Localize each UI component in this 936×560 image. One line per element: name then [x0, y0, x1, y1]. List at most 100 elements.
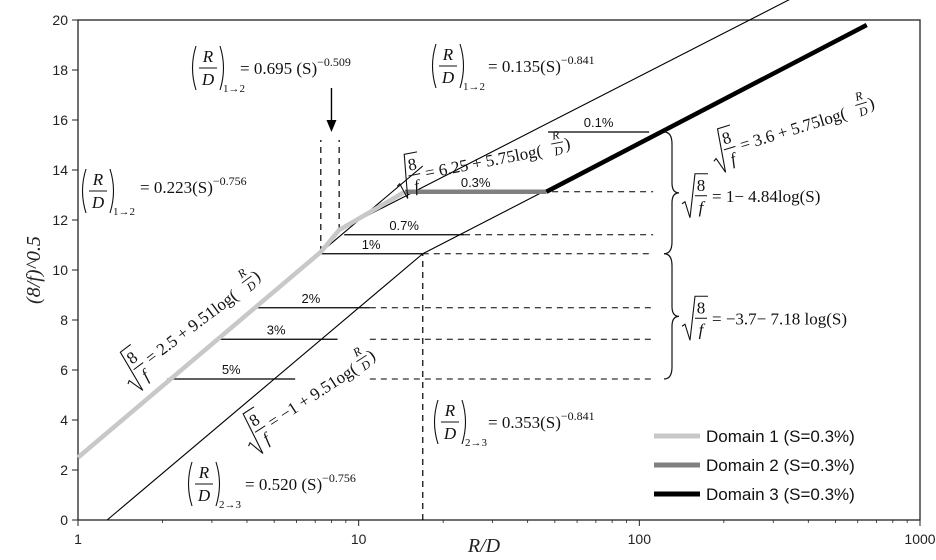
frac-numerator: R	[198, 463, 210, 482]
frac-denominator: D	[856, 103, 870, 119]
sqrt-denominator: f	[138, 365, 155, 384]
rd-1-2-eq-b: = 0.135(S)−0.841	[488, 53, 595, 76]
eq-transition-line: 8f= −1 + 9.51og(RD)	[242, 344, 379, 454]
slope-level-label: 3%	[267, 322, 286, 337]
series-line-domain-3	[545, 23, 868, 194]
eq-lower-bracket-text: = −3.7− 7.18 log(S)	[712, 309, 847, 328]
frac-subscript: 1→2	[223, 83, 245, 95]
sqrt-numerator: 8	[123, 348, 141, 368]
eq-upper-bracket-sqrt: 8 f = 1− 4.84log(S)	[681, 173, 820, 218]
x-tick-label: 10	[351, 531, 367, 547]
sqrt-denominator: f	[412, 176, 422, 196]
axis-ticks: 1 10 100 1000 0 2 4 6 8 10 12 14 16 18 20	[52, 12, 935, 547]
frac-subscript: 1→2	[463, 81, 485, 93]
sqrt-numerator: 8	[697, 298, 706, 317]
frac-denominator: D	[552, 143, 564, 159]
rd-1-2-label-a: RD 1→2	[191, 45, 245, 95]
frac-bar	[241, 275, 252, 284]
y-tick-label: 0	[60, 512, 68, 528]
sqrt-radical	[681, 173, 708, 218]
sqrt-radical	[119, 343, 144, 391]
close-paren: )	[563, 134, 572, 154]
legend-label-domain-1: Domain 1 (S=0.3%)	[706, 427, 855, 446]
rd-2-3-label-a: RD 2→3	[433, 399, 488, 449]
rd-2-3-eq-b: = 0.520 (S)−0.756	[245, 471, 356, 494]
x-tick-label: 100	[628, 531, 652, 547]
paren-left	[187, 461, 193, 507]
paren-right	[219, 45, 225, 91]
y-tick-label: 20	[52, 12, 68, 28]
sqrt-bar	[408, 173, 421, 177]
sqrt-radical	[681, 295, 708, 341]
eq-rough-line: 8f= 2.5 + 9.51log(RD)	[119, 265, 264, 391]
x-tick-label: 1	[74, 531, 82, 547]
slope-level-label: 0.3%	[461, 175, 491, 190]
sqrt-denominator: f	[259, 428, 275, 448]
sqrt-numerator: 8	[697, 176, 706, 195]
frac-subscript: 1→2	[113, 206, 135, 218]
paren-left	[81, 168, 87, 214]
frac-numerator: R	[550, 127, 562, 142]
y-tick-label: 6	[60, 362, 68, 378]
frac-bar	[855, 101, 867, 106]
rd-2-3-label-b: RD 2→3	[187, 461, 242, 511]
y-tick-label: 10	[52, 262, 68, 278]
paren-left	[431, 43, 437, 89]
sqrt-radical	[242, 406, 264, 454]
frac-bar	[551, 141, 564, 145]
frac-subscript: 2→3	[465, 437, 488, 449]
rd-1-2-eq-c: = 0.223(S)−0.756	[140, 174, 247, 197]
sqrt-numerator: 8	[406, 154, 418, 174]
rd-1-2-label-c: RD 1→2	[81, 168, 135, 218]
y-tick-label: 18	[52, 62, 68, 78]
sqrt-bar	[723, 145, 736, 151]
close-paren: )	[866, 93, 877, 113]
legend: Domain 1 (S=0.3%) Domain 2 (S=0.3%) Domain…	[654, 427, 855, 504]
eq-upper-bracket-text: = 1− 4.84log(S)	[712, 187, 820, 206]
frac-denominator: D	[443, 424, 457, 443]
frac-numerator: R	[442, 45, 454, 64]
reference-line-transition	[106, 253, 424, 521]
y-tick-label: 16	[52, 112, 68, 128]
slope-level-label: 1%	[362, 237, 381, 252]
frac-denominator: D	[197, 486, 211, 505]
slant-frac: RD)	[852, 88, 877, 120]
slope-level-label: 0.7%	[389, 218, 419, 233]
chart-marks	[76, 0, 868, 521]
x-axis-label: R/D	[467, 535, 501, 557]
y-tick-label: 8	[60, 312, 68, 328]
paren-left	[433, 399, 439, 445]
sqrt-denominator: f	[699, 198, 706, 217]
eq-lower-bracket-sqrt: 8 f = −3.7− 7.18 log(S)	[681, 295, 847, 341]
slope-level-label: 2%	[302, 291, 321, 306]
slant-frac: RD)	[234, 265, 264, 295]
slant-frac: RD)	[550, 127, 572, 159]
frac-numerator: R	[444, 401, 456, 420]
y-tick-label: 2	[60, 462, 68, 478]
frac-numerator: R	[202, 47, 214, 66]
paren-right	[109, 168, 115, 214]
frac-bar	[356, 354, 367, 363]
frac-denominator: D	[201, 70, 215, 89]
legend-label-domain-2: Domain 2 (S=0.3%)	[706, 456, 855, 475]
slope-level-label: 0.1%	[584, 115, 614, 130]
paren-right	[215, 461, 221, 507]
legend-label-domain-3: Domain 3 (S=0.3%)	[706, 485, 855, 504]
rd-1-2-label-b: RD 1→2	[431, 43, 485, 93]
series-line-domain-1-segment	[319, 189, 407, 254]
frac-denominator: D	[91, 193, 105, 212]
reference-line-smooth-upper	[338, 0, 790, 231]
slant-eq-text: = −1 + 9.51og(	[264, 360, 361, 432]
brace-upper	[663, 131, 680, 255]
brace-lower	[663, 253, 680, 380]
sqrt-radical	[713, 124, 731, 173]
sqrt-bar	[254, 425, 266, 433]
series-line-domain-1	[76, 250, 323, 460]
sqrt-radical	[396, 151, 418, 199]
y-tick-label: 12	[52, 212, 68, 228]
x-tick-label: 1000	[904, 531, 935, 547]
frac-subscript: 2→3	[219, 499, 242, 511]
slope-level-label: 5%	[222, 362, 241, 377]
sqrt-numerator: 8	[246, 410, 263, 431]
